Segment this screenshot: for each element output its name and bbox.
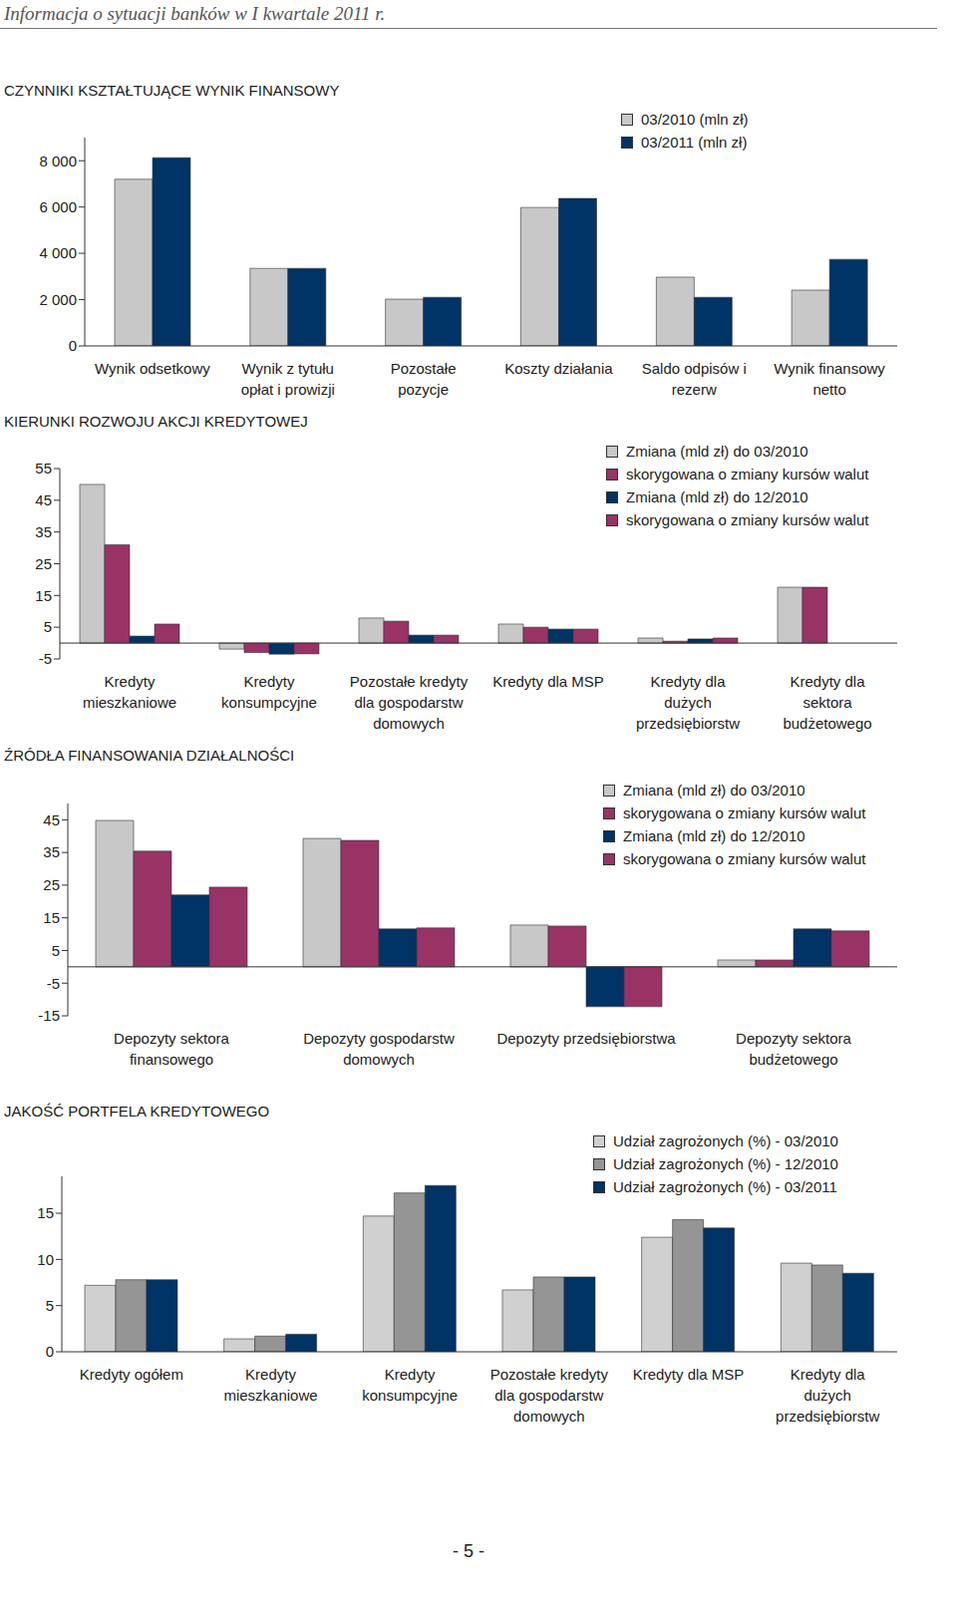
svg-text:10: 10 [36,1251,54,1269]
html-text:CZYNNIKI KSZTAŁTUJĄCE WYNIK FI: CZYNNIKI KSZTAŁTUJĄCE WYNIK FINANSOWY [3,81,340,99]
svg-text:Kredytykonsumpcyjne: Kredytykonsumpcyjne [361,1365,458,1404]
html-text:Udział zagrożonych (%) - 12/20: Udział zagrożonych (%) - 12/2010 [613,1155,839,1173]
svg-text:0: 0 [68,336,77,354]
html-text:skorygowana o zmiany kursów wa: skorygowana o zmiany kursów walut [623,850,866,868]
svg-text:Koszty działania: Koszty działania [504,359,614,377]
html-text:Zmiana (mld zł) do 03/2010: Zmiana (mld zł) do 03/2010 [623,781,806,799]
svg-text:5: 5 [43,618,52,636]
svg-text:Wynik finansowynetto: Wynik finansowynetto [773,359,886,398]
html-text:Zmiana (mld zł) do 12/2010: Zmiana (mld zł) do 12/2010 [623,827,806,845]
svg-text:15: 15 [36,1204,54,1222]
html-text:skorygowana o zmiany kursów wa: skorygowana o zmiany kursów walut [626,465,869,483]
html-text:03/2010 (mln zł): 03/2010 (mln zł) [640,110,749,128]
html-text:skorygowana o zmiany kursów wa: skorygowana o zmiany kursów walut [626,511,869,529]
html-text:Informacja o sytuacji banków w: Informacja o sytuacji banków w I kwartal… [3,2,386,24]
html-text:skorygowana o zmiany kursów wa: skorygowana o zmiany kursów walut [623,804,866,822]
html-text:Zmiana (mld zł) do 12/2010: Zmiana (mld zł) do 12/2010 [626,488,809,506]
svg-text:-5: -5 [46,974,60,992]
svg-text:Depozyty sektorafinansowego: Depozyty sektorafinansowego [113,1029,231,1068]
html-text:- 5 -: - 5 - [452,1541,485,1562]
svg-text:Kredytymieszkaniowe: Kredytymieszkaniowe [82,672,177,711]
svg-text:0: 0 [45,1342,54,1360]
svg-text:45: 45 [42,811,60,829]
svg-text:Kredytymieszkaniowe: Kredytymieszkaniowe [223,1365,318,1404]
svg-text:Depozyty sektorabudżetowego: Depozyty sektorabudżetowego [735,1029,853,1068]
svg-text:Depozyty przedsiębiorstwa: Depozyty przedsiębiorstwa [496,1029,676,1047]
svg-text:Kredyty dla MSP: Kredyty dla MSP [492,672,605,690]
svg-text:Wynik odsetkowy: Wynik odsetkowy [94,359,211,377]
svg-text:Kredytykonsumpcyjne: Kredytykonsumpcyjne [221,672,318,711]
html-text:ŹRÓDŁA FINANSOWANIA DZIAŁALNOŚ: ŹRÓDŁA FINANSOWANIA DZIAŁALNOŚCI [3,746,295,764]
svg-text:15: 15 [34,587,52,605]
svg-text:Pozostałe kredytydla gospodars: Pozostałe kredytydla gospodarstwdomowych [490,1365,610,1425]
html-text:Zmiana (mld zł) do 03/2010: Zmiana (mld zł) do 03/2010 [626,442,809,460]
svg-text:45: 45 [34,491,52,509]
html-text:KIERUNKI ROZWOJU AKCJI KREDYTO: KIERUNKI ROZWOJU AKCJI KREDYTOWEJ [3,412,308,430]
svg-text:25: 25 [34,555,52,573]
svg-text:Pozostałepozycje: Pozostałepozycje [390,359,457,398]
svg-text:-5: -5 [38,649,52,667]
svg-text:6 000: 6 000 [38,198,77,216]
svg-text:35: 35 [42,843,60,861]
svg-text:5: 5 [45,1296,54,1314]
svg-text:Kredyty ogółem: Kredyty ogółem [79,1365,184,1383]
svg-text:Kredyty dla MSP: Kredyty dla MSP [633,1365,745,1383]
svg-text:25: 25 [42,876,60,894]
svg-text:8 000: 8 000 [38,152,77,170]
svg-text:Depozyty gospodarstwdomowych: Depozyty gospodarstwdomowych [303,1029,455,1068]
svg-text:Saldo odpisów irezerw: Saldo odpisów irezerw [641,359,747,398]
svg-text:4 000: 4 000 [38,244,77,262]
svg-text:5: 5 [51,942,60,959]
svg-text:Kredyty dlasektorabudżetowego: Kredyty dlasektorabudżetowego [782,672,872,732]
html-text:JAKOŚĆ PORTFELA KREDYTOWEGO: JAKOŚĆ PORTFELA KREDYTOWEGO [3,1102,270,1120]
html-text:Udział zagrożonych (%) - 03/20: Udział zagrożonych (%) - 03/2011 [613,1178,838,1196]
svg-text:Kredyty dladużychprzedsiębiors: Kredyty dladużychprzedsiębiorstw [775,1365,880,1425]
svg-text:-15: -15 [37,1006,60,1024]
svg-text:15: 15 [42,909,60,927]
html-text:Udział zagrożonych (%) - 03/20: Udział zagrożonych (%) - 03/2010 [613,1132,839,1150]
html-text:03/2011 (mln zł): 03/2011 (mln zł) [640,133,748,151]
svg-text:Pozostałe kredytydla gospodars: Pozostałe kredytydla gospodarstwdomowych [349,672,469,732]
svg-text:2 000: 2 000 [38,291,77,309]
svg-text:Wynik z tytułuopłat i prowizji: Wynik z tytułuopłat i prowizji [241,359,335,398]
svg-text:35: 35 [34,523,52,541]
svg-text:Kredyty dladużychprzedsiębiors: Kredyty dladużychprzedsiębiorstw [636,672,740,732]
svg-text:55: 55 [34,459,52,477]
